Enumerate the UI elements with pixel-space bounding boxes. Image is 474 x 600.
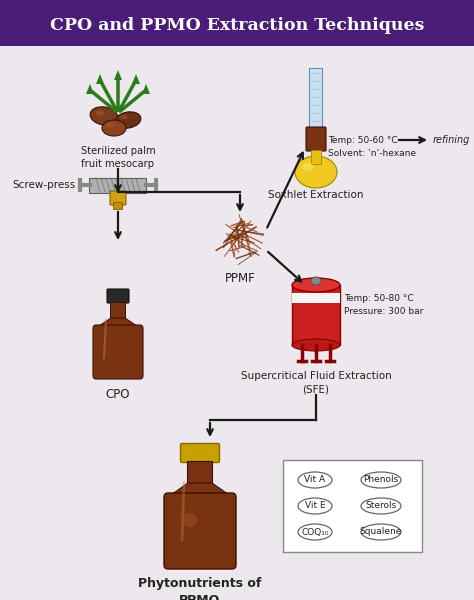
Ellipse shape [115,112,141,128]
Ellipse shape [292,339,340,351]
Text: Phytonutrients of
PPMO: Phytonutrients of PPMO [138,577,262,600]
Text: CPO and PPMO Extraction Techniques: CPO and PPMO Extraction Techniques [50,17,424,34]
Ellipse shape [361,472,401,488]
Ellipse shape [361,524,401,540]
FancyBboxPatch shape [283,460,422,552]
FancyBboxPatch shape [292,285,340,345]
Polygon shape [168,483,232,497]
FancyBboxPatch shape [110,301,126,319]
Polygon shape [142,84,150,94]
FancyBboxPatch shape [93,325,143,379]
Ellipse shape [295,156,337,188]
Text: Sterilized palm
fruit mesocarp: Sterilized palm fruit mesocarp [81,146,155,169]
Polygon shape [86,84,94,94]
Ellipse shape [120,115,128,119]
Ellipse shape [361,498,401,514]
Ellipse shape [298,498,332,514]
FancyBboxPatch shape [164,493,236,569]
Text: Temp: 50-60 °C
Solvent: ’n’-hexane: Temp: 50-60 °C Solvent: ’n’-hexane [328,136,416,157]
FancyBboxPatch shape [113,202,122,209]
Polygon shape [132,74,140,84]
Text: Temp: 50-80 °C
Pressure: 300 bar: Temp: 50-80 °C Pressure: 300 bar [344,294,423,316]
Text: Screw-press: Screw-press [13,180,76,190]
Text: refining: refining [433,135,470,145]
FancyBboxPatch shape [181,443,219,463]
Text: CPO: CPO [106,388,130,401]
Text: PPMF: PPMF [225,272,255,285]
FancyBboxPatch shape [107,289,129,303]
Text: Vit A: Vit A [304,475,326,485]
FancyBboxPatch shape [292,293,340,303]
FancyBboxPatch shape [188,461,212,484]
Ellipse shape [292,278,340,292]
Ellipse shape [311,277,321,285]
Ellipse shape [302,163,314,171]
FancyBboxPatch shape [310,67,322,128]
Text: Squalene: Squalene [360,527,402,536]
Text: COQ₁₀: COQ₁₀ [301,527,329,536]
Text: Phenols: Phenols [364,475,399,485]
FancyBboxPatch shape [306,127,326,151]
Ellipse shape [102,120,126,136]
Circle shape [183,513,197,527]
Text: Vit E: Vit E [305,502,325,511]
FancyBboxPatch shape [90,178,146,193]
Polygon shape [96,74,104,84]
Ellipse shape [96,110,104,116]
Text: Soxhlet Extraction: Soxhlet Extraction [268,190,364,200]
Bar [0,0,474,46]
Polygon shape [96,318,140,328]
Ellipse shape [90,107,118,125]
Ellipse shape [298,472,332,488]
FancyBboxPatch shape [110,191,126,205]
Text: Sterols: Sterols [365,502,397,511]
FancyBboxPatch shape [310,149,321,164]
Ellipse shape [106,122,114,127]
Text: Supercritical Fluid Extraction
(SFE): Supercritical Fluid Extraction (SFE) [241,371,392,394]
Polygon shape [114,70,122,80]
Ellipse shape [298,524,332,540]
